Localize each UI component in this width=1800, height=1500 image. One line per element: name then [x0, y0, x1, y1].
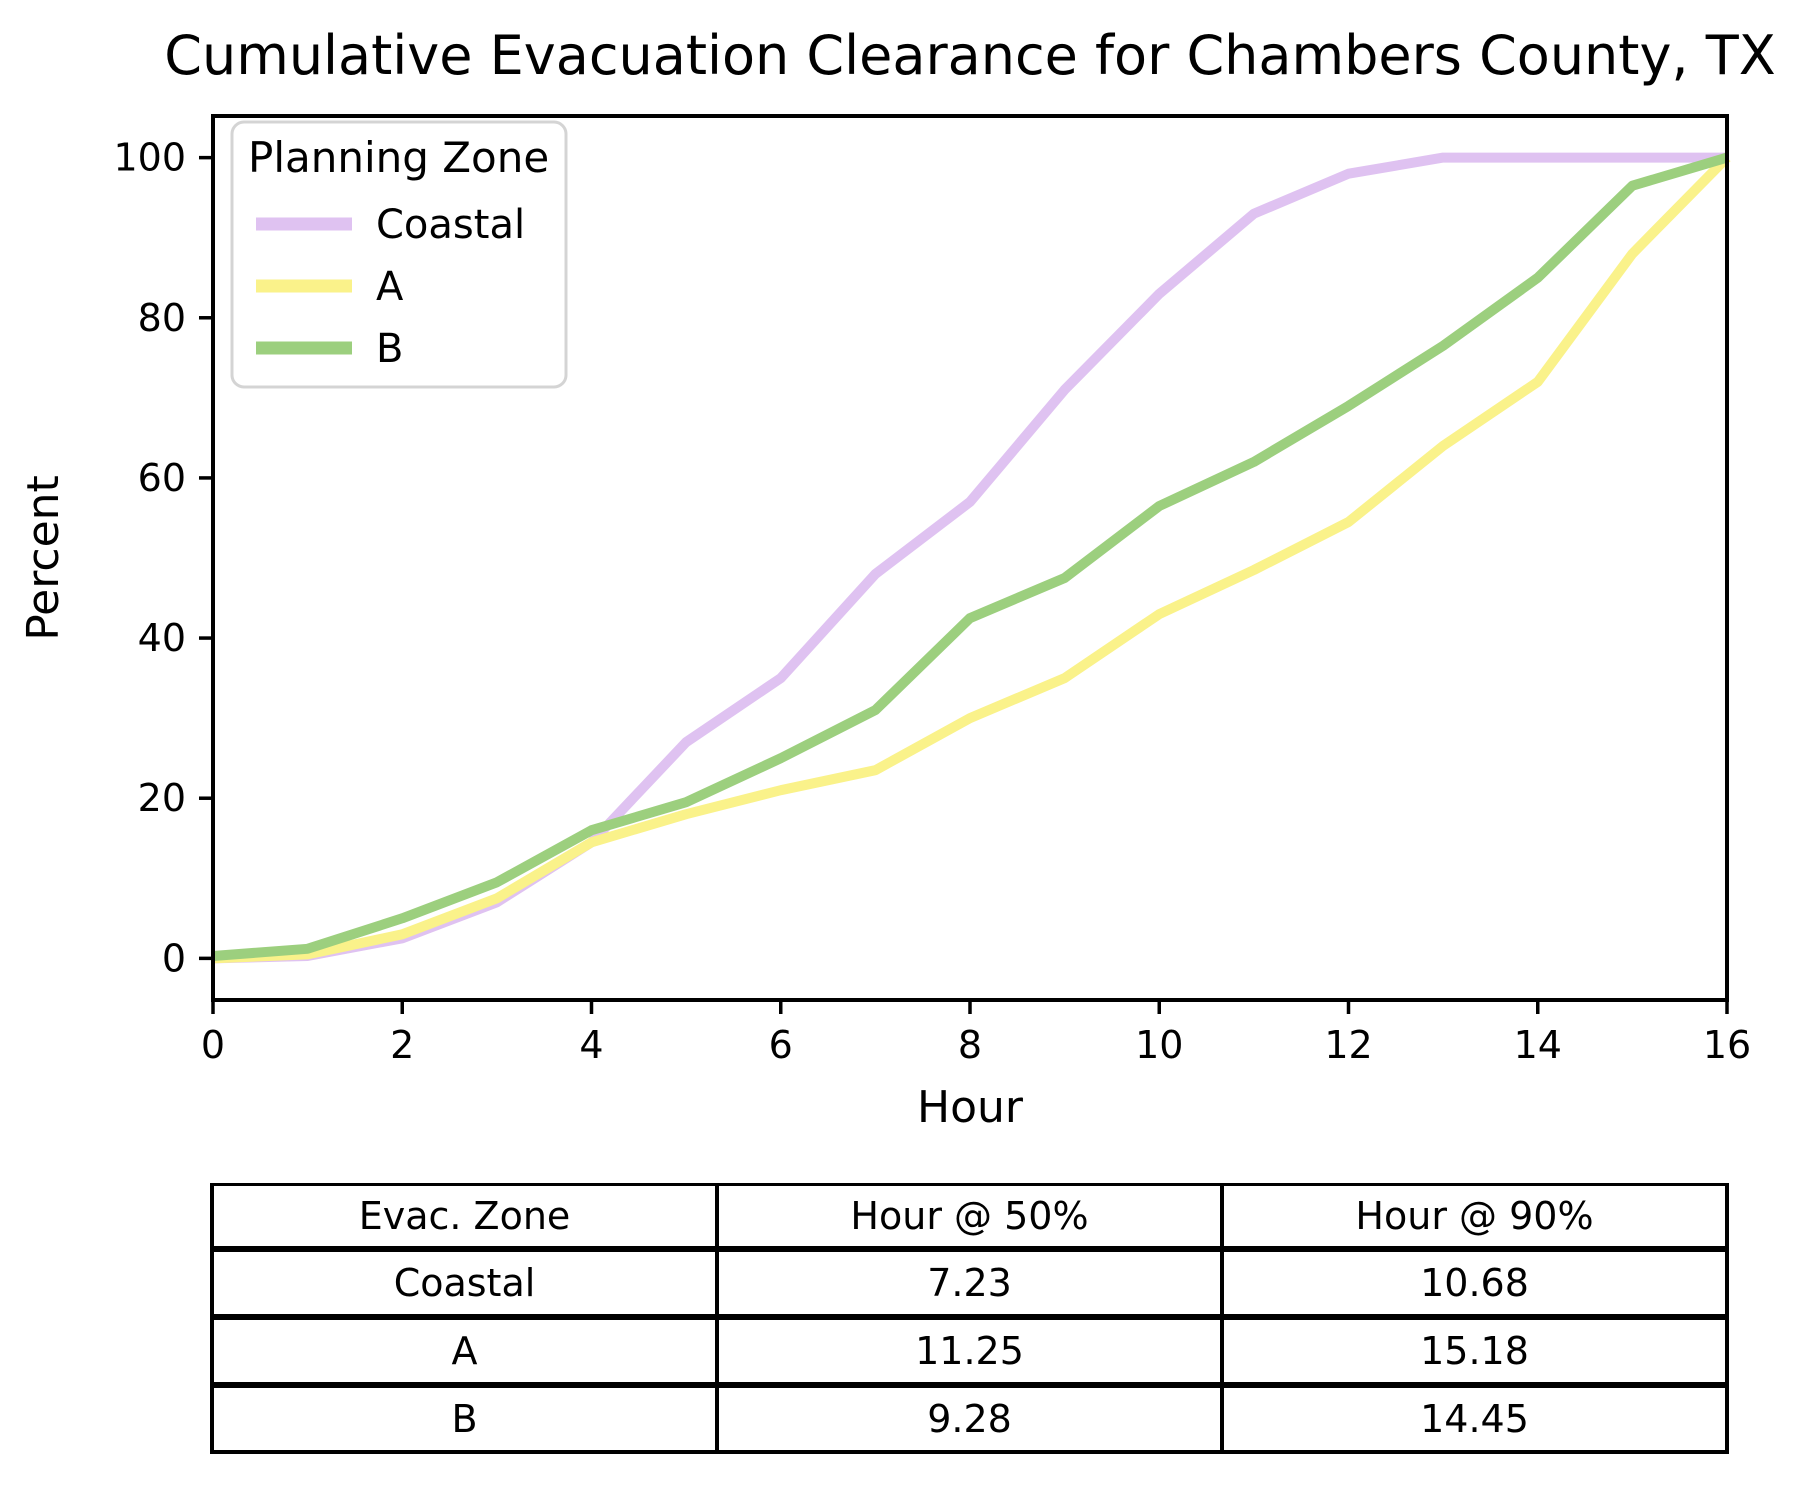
legend-box [230, 120, 568, 389]
y-tick-label: 60 [138, 456, 186, 500]
table-header-row: Evac. Zone Hour @ 50% Hour @ 90% [210, 1183, 1729, 1252]
x-tick-label: 2 [390, 1023, 414, 1067]
table-cell-hour90: 15.18 [1220, 1315, 1729, 1388]
legend-item-label-coastal: Coastal [376, 202, 525, 248]
legend-items: Coastal AB [256, 202, 525, 372]
table-row: Coastal 7.23 10.68 [210, 1247, 1729, 1320]
table-row: B 9.28 14.45 [210, 1383, 1729, 1454]
x-tick-label: 6 [769, 1023, 793, 1067]
table-body: Coastal 7.23 10.68 A 11.25 15.18 B 9.28 14.45 [210, 1247, 1729, 1454]
y-tick-label: 0 [162, 936, 186, 980]
y-axis-label: Percent [18, 475, 69, 641]
table-cell-hour50: 7.23 [715, 1247, 1224, 1320]
table-header-cell-hour50: Hour @ 50% [715, 1183, 1224, 1252]
series-line-b [212, 152, 1729, 961]
table-cell-zone: Coastal [210, 1247, 719, 1320]
x-tick-label: 16 [1703, 1023, 1751, 1067]
y-tick-label: 100 [113, 136, 186, 180]
y-axis-ticks: 0 20 40 60 80 100 [113, 136, 213, 980]
table-cell-hour50: 9.28 [715, 1383, 1224, 1454]
series-line-a [212, 154, 1731, 964]
table-cell-zone: B [210, 1383, 719, 1454]
table-cell-hour90: 10.68 [1220, 1247, 1729, 1320]
chart-title: Cumulative Evacuation Clearance for Cham… [164, 24, 1775, 87]
clearance-table: Evac. Zone Hour @ 50% Hour @ 90% Coastal… [210, 1183, 1729, 1454]
table-header-cell-hour90: Hour @ 90% [1220, 1183, 1729, 1252]
table-cell-hour50: 11.25 [715, 1315, 1224, 1388]
x-tick-label: 0 [201, 1023, 225, 1067]
y-tick-label: 40 [138, 616, 186, 660]
table-cell-hour90: 14.45 [1220, 1383, 1729, 1454]
table-row: A 11.25 15.18 [210, 1315, 1729, 1388]
series-lines [212, 152, 1731, 964]
table-header-cell-zone: Evac. Zone [210, 1183, 719, 1252]
legend-item-label-a: A [376, 264, 404, 310]
x-tick-label: 12 [1324, 1023, 1372, 1067]
y-tick-label: 80 [138, 296, 186, 340]
table-cell-zone: A [210, 1315, 719, 1388]
x-axis-label: Hour [917, 1082, 1024, 1133]
table-header: Evac. Zone Hour @ 50% Hour @ 90% [210, 1183, 1729, 1252]
x-axis-ticks: 0 2 4 6 8 10 12 14 16 [201, 1000, 1751, 1067]
legend-title: Planning Zone [248, 133, 549, 182]
legend-item-label-b: B [376, 326, 403, 372]
y-tick-label: 20 [138, 776, 186, 820]
x-tick-label: 14 [1514, 1023, 1562, 1067]
legend: Planning Zone Coastal AB [230, 120, 568, 389]
x-tick-label: 10 [1135, 1023, 1183, 1067]
chart-svg: Cumulative Evacuation Clearance for Cham… [18, 24, 1776, 1133]
x-tick-label: 4 [579, 1023, 603, 1067]
x-tick-label: 8 [958, 1023, 982, 1067]
